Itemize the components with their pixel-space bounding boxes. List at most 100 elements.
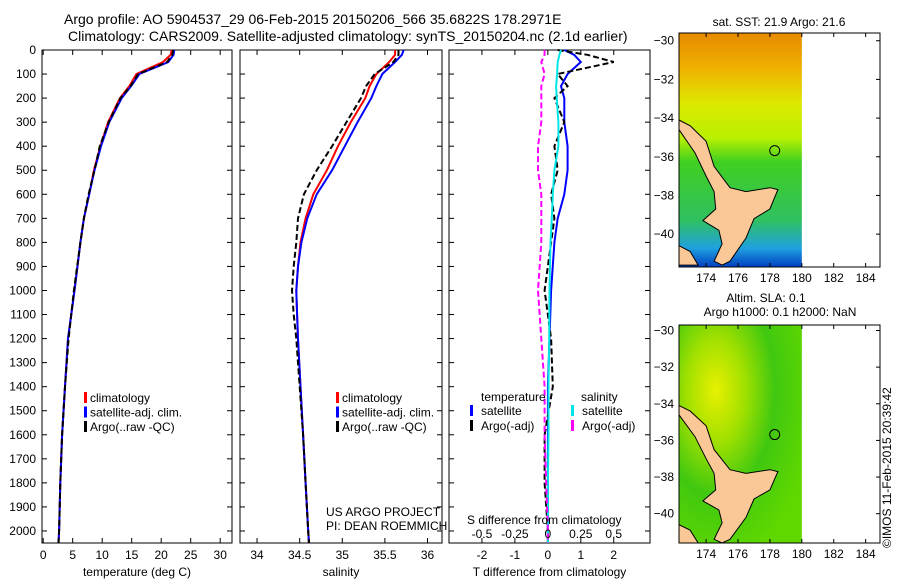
depth-tick-label: 1400: [9, 380, 36, 394]
series-line-argo-adj-: [536, 50, 549, 543]
depth-tick-label: 400: [16, 139, 36, 153]
lon-tick-label: 176: [728, 271, 748, 285]
legend-header-salinity: salinity: [581, 390, 618, 404]
series-line-climatology: [57, 49, 173, 544]
lat-tick-label: −38: [654, 470, 675, 484]
lat-tick-label: −30: [654, 323, 675, 337]
x2-axis-label: S difference from climatology: [467, 513, 622, 527]
x2-tick-label: -0.5: [472, 527, 493, 541]
title-line-2: Climatology: CARS2009. Satellite-adjuste…: [68, 28, 628, 44]
x-tick-label: 25: [184, 548, 198, 562]
lon-tick-label: 176: [728, 547, 748, 561]
x-tick-label: 1: [577, 548, 584, 562]
salinity-axes-box: [239, 49, 443, 544]
legend-label: Argo(-adj): [582, 419, 635, 433]
x2-tick-label: -0.25: [501, 527, 529, 541]
legend-swatch: [84, 406, 87, 418]
x-tick-label: 10: [96, 548, 110, 562]
depth-tick-label: 800: [16, 235, 36, 249]
lat-tick-label: −38: [654, 188, 675, 202]
lat-tick-label: −32: [654, 360, 675, 374]
x-axis-label: temperature (deg C): [83, 565, 191, 579]
lat-tick-label: −30: [654, 34, 675, 48]
new-zealand-land: [678, 119, 779, 266]
sla-map-title: Altim. SLA: 0.1: [726, 291, 806, 305]
depth-tick-label: 1800: [9, 476, 36, 490]
x-tick-label: 30: [214, 548, 228, 562]
new-zealand-land: [678, 404, 779, 544]
depth-tick-label: 900: [16, 259, 36, 273]
lon-tick-label: 174: [696, 271, 716, 285]
depth-tick-label: 0: [29, 43, 36, 57]
sla-map-subtitle: Argo h1000: 0.1 h2000: NaN: [704, 305, 857, 319]
lon-tick-label: 180: [792, 547, 812, 561]
x-tick-label: 0: [545, 548, 552, 562]
depth-tick-label: 1600: [9, 428, 36, 442]
temperature-axes-box: [41, 49, 233, 544]
x-tick-label: 2: [610, 548, 617, 562]
timestamp: ©IMOS 11-Feb-2015 20:39:42: [880, 387, 894, 548]
x-tick-label: 34.5: [288, 548, 312, 562]
legend-label: Argo(-adj): [481, 419, 534, 433]
series-line-argo-raw-qc-: [290, 50, 400, 544]
x-axis-label: salinity: [323, 565, 360, 579]
depth-tick-label: 300: [16, 115, 36, 129]
depth-tick-label: 200: [16, 91, 36, 105]
lon-tick-label: 178: [760, 271, 780, 285]
legend-swatch: [571, 420, 574, 431]
series-line-argo-adj-: [543, 49, 615, 543]
depth-tick-label: 1700: [9, 452, 36, 466]
pi-text: PI: DEAN ROEMMICH: [326, 519, 447, 533]
lat-tick-label: −32: [654, 72, 675, 86]
lat-tick-label: −34: [654, 397, 675, 411]
legend-label: satellite-adj. clim.: [90, 406, 182, 420]
argo-position-marker: [769, 145, 781, 157]
lon-tick-label: 184: [856, 271, 876, 285]
lat-tick-label: −40: [654, 227, 675, 241]
x-tick-label: -2: [477, 548, 488, 562]
legend-swatch: [470, 420, 473, 431]
legend-swatch: [84, 421, 87, 432]
x-tick-label: 34: [250, 548, 264, 562]
depth-tick-label: 1000: [9, 283, 36, 297]
x-tick-label: 15: [125, 548, 139, 562]
sla-map-axes-box: [678, 324, 881, 544]
series-line-satellite: [546, 49, 562, 543]
sst-map-title: sat. SST: 21.9 Argo: 21.6: [713, 15, 846, 29]
legend-label: satellite: [481, 404, 522, 418]
x-tick-label: 35.5: [373, 548, 397, 562]
depth-tick-label: 1100: [10, 308, 36, 322]
x-tick-label: 0: [40, 548, 47, 562]
lon-tick-label: 174: [696, 547, 716, 561]
legend-label: satellite: [582, 404, 623, 418]
legend-swatch: [571, 405, 574, 416]
credit-text: US ARGO PROJECT: [326, 505, 441, 519]
lat-tick-label: −40: [654, 507, 675, 521]
x-tick-label: 35: [336, 548, 350, 562]
legend-label: satellite-adj. clim.: [342, 406, 434, 420]
depth-tick-label: 600: [16, 187, 36, 201]
x2-tick-label: 0.25: [569, 527, 593, 541]
lon-tick-label: 180: [792, 271, 812, 285]
sst-map-axes-box: [678, 32, 881, 268]
x-tick-label: 20: [155, 548, 169, 562]
legend-swatch: [470, 405, 473, 416]
depth-tick-label: 1300: [9, 356, 36, 370]
legend-header-temperature: temperature: [481, 390, 546, 404]
series-line-satellite-adj-clim-: [57, 49, 176, 544]
legend-label: Argo(..raw -QC): [342, 420, 427, 434]
legend-swatch: [336, 421, 339, 432]
legend-label: Argo(..raw -QC): [90, 420, 175, 434]
depth-tick-label: 100: [16, 67, 36, 81]
title-line-1: Argo profile: AO 5904537_29 06-Feb-2015 …: [64, 11, 561, 27]
legend-swatch: [336, 392, 339, 403]
legend-swatch: [84, 392, 87, 403]
lon-tick-label: 184: [856, 547, 876, 561]
lat-tick-label: −36: [654, 433, 675, 447]
argo-position-marker: [769, 429, 781, 441]
x-tick-label: 5: [69, 548, 76, 562]
lon-tick-label: 182: [824, 547, 844, 561]
depth-tick-label: 1500: [9, 404, 36, 418]
x-tick-label: 36: [421, 548, 435, 562]
